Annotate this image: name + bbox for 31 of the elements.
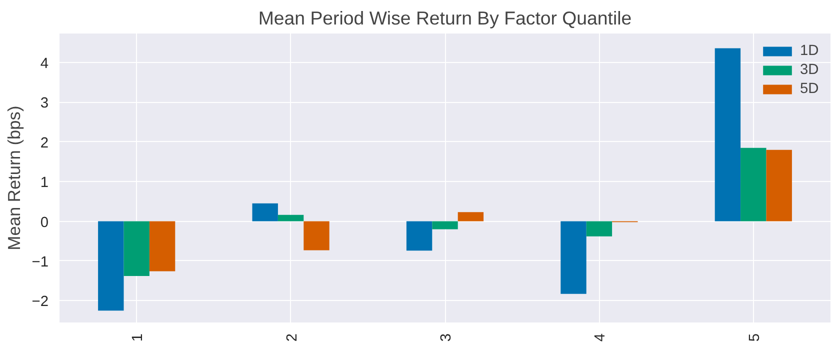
bar: [406, 221, 432, 251]
legend-label: 5D: [800, 81, 820, 97]
legend-label: 1D: [800, 43, 820, 59]
bar: [766, 150, 792, 222]
y-axis-title: Mean Return (bps): [4, 106, 24, 250]
bar: [278, 214, 304, 222]
bar: [304, 221, 330, 250]
chart-title: Mean Period Wise Return By Factor Quantile: [258, 8, 632, 28]
bar: [458, 212, 484, 222]
bar: [714, 48, 741, 222]
legend-label: 3D: [800, 62, 820, 78]
bar: [98, 221, 124, 311]
y-tick-label: 4: [40, 56, 49, 72]
x-tick-label: 2: [284, 333, 300, 342]
y-tick-label: −1: [32, 254, 49, 270]
x-tick-label: 5: [746, 333, 763, 342]
y-tick-label: 3: [40, 96, 49, 112]
y-tick-label: −2: [32, 294, 49, 310]
bar: [124, 221, 150, 276]
x-tick-label: 4: [592, 333, 609, 342]
bar: [740, 148, 766, 222]
y-tick-label: 0: [40, 214, 49, 231]
bar: [560, 221, 586, 294]
y-tick-label: 2: [40, 135, 49, 152]
y-tick-label: 1: [40, 175, 49, 192]
x-tick-label: 3: [438, 333, 454, 342]
x-tick-label: 1: [130, 333, 146, 342]
bar: [252, 203, 278, 222]
bar: [432, 221, 458, 230]
bar: [149, 221, 176, 272]
bar: [586, 221, 612, 236]
